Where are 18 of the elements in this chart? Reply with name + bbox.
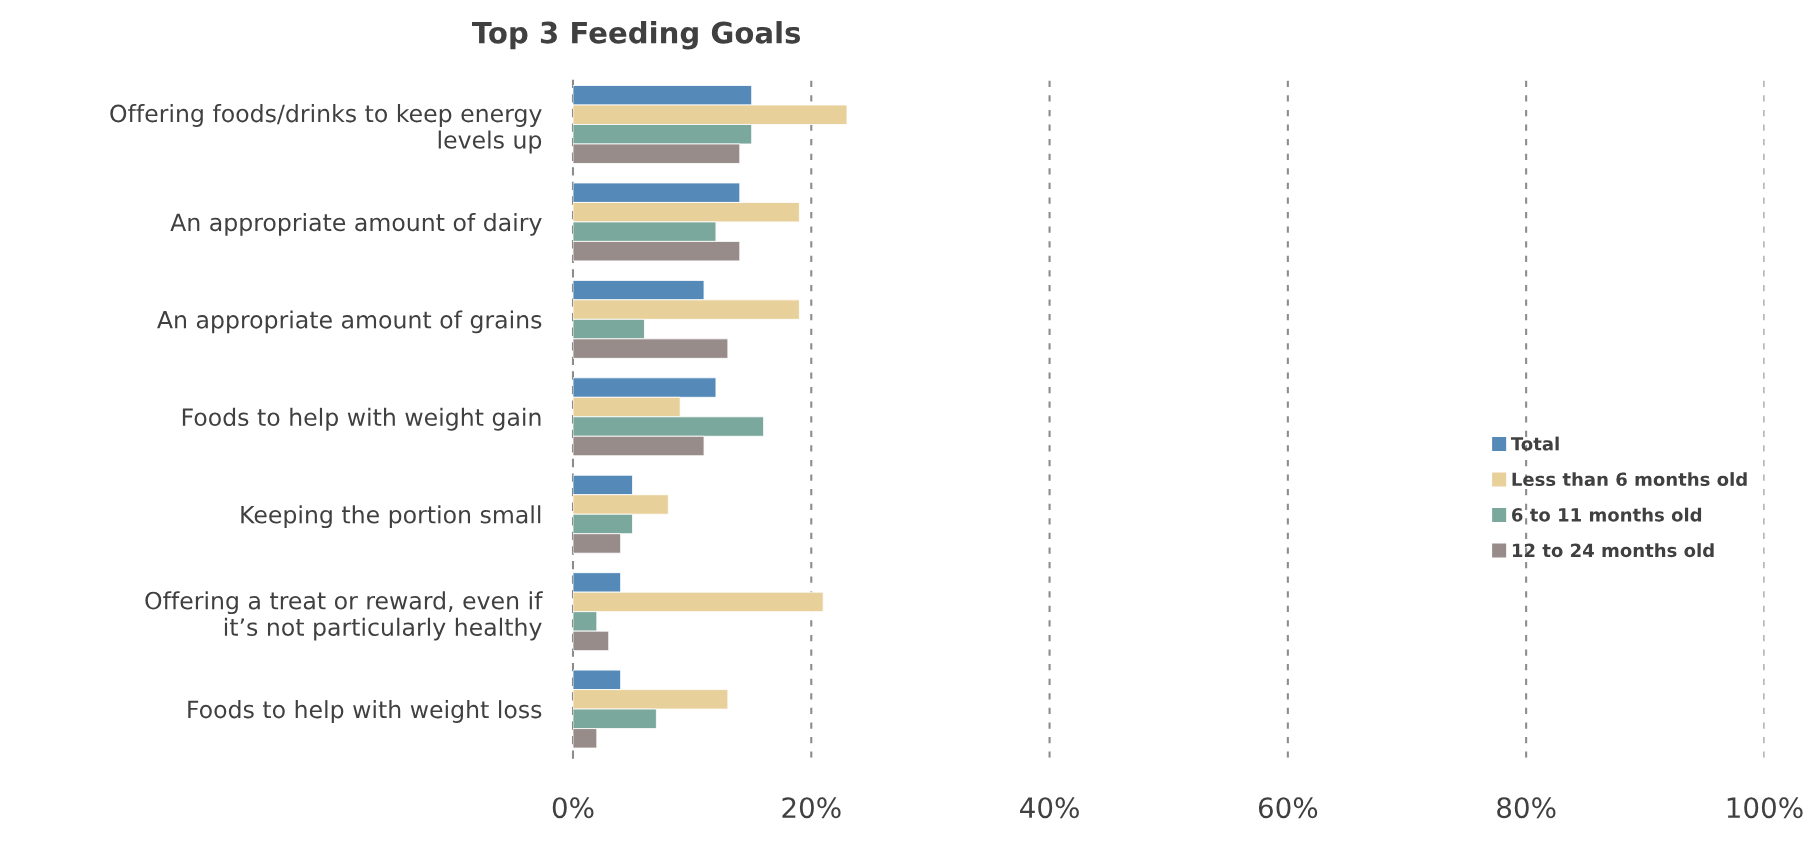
y-tick-label: Offering a treat or reward, even if it’s not particularly healthy xyxy=(145,591,543,641)
y-tick-label: Foods to help with weight gain xyxy=(182,407,541,431)
y-tick-label: An appropriate amount of grains xyxy=(157,310,542,334)
x-tick-label: 60% xyxy=(1258,797,1318,819)
legend-label: Total xyxy=(1510,436,1559,451)
legend-label: Less than 6 months old xyxy=(1512,472,1747,487)
x-tick-label: 0% xyxy=(552,797,594,819)
legend-label: 12 to 24 months old xyxy=(1512,543,1714,558)
x-tick-label: 100% xyxy=(1727,797,1803,819)
chart-title: Top 3 Feeding Goals xyxy=(472,21,801,50)
x-tick-label: 20% xyxy=(782,797,841,819)
y-tick-label: Foods to help with weight loss xyxy=(188,700,542,723)
y-tick-label: Keeping the portion small xyxy=(241,505,541,529)
x-tick-label: 80% xyxy=(1497,797,1556,819)
y-tick-label: Offering foods/drinks to keep energy levels up xyxy=(110,104,542,154)
x-tick-label: 40% xyxy=(1020,797,1079,819)
legend-label: 6 to 11 months old xyxy=(1512,507,1702,522)
y-tick-label: An appropriate amount of dairy xyxy=(170,212,542,236)
